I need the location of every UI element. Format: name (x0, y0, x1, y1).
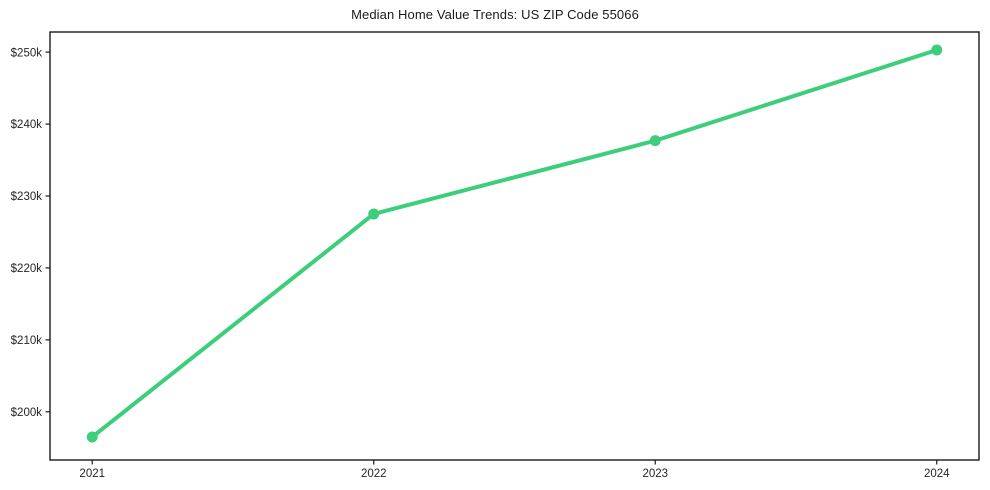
x-tick-label: 2024 (924, 468, 950, 480)
plot-border (49, 31, 980, 461)
chart-title: Median Home Value Trends: US ZIP Code 55… (351, 7, 639, 22)
y-tick-label: $240k (11, 119, 43, 131)
y-tick-label: $250k (11, 47, 43, 59)
x-tick-label: 2023 (642, 468, 668, 480)
trend-line (90, 47, 939, 439)
x-tick-label: 2022 (361, 468, 387, 480)
data-point (649, 135, 661, 147)
y-tick-label: $230k (11, 191, 43, 203)
data-point (86, 431, 98, 443)
x-tick-label: 2021 (79, 468, 105, 480)
y-tick-label: $210k (11, 335, 43, 347)
data-point (368, 208, 380, 220)
y-tick-label: $200k (11, 407, 43, 419)
data-point (931, 44, 943, 56)
y-tick-label: $220k (11, 263, 43, 275)
